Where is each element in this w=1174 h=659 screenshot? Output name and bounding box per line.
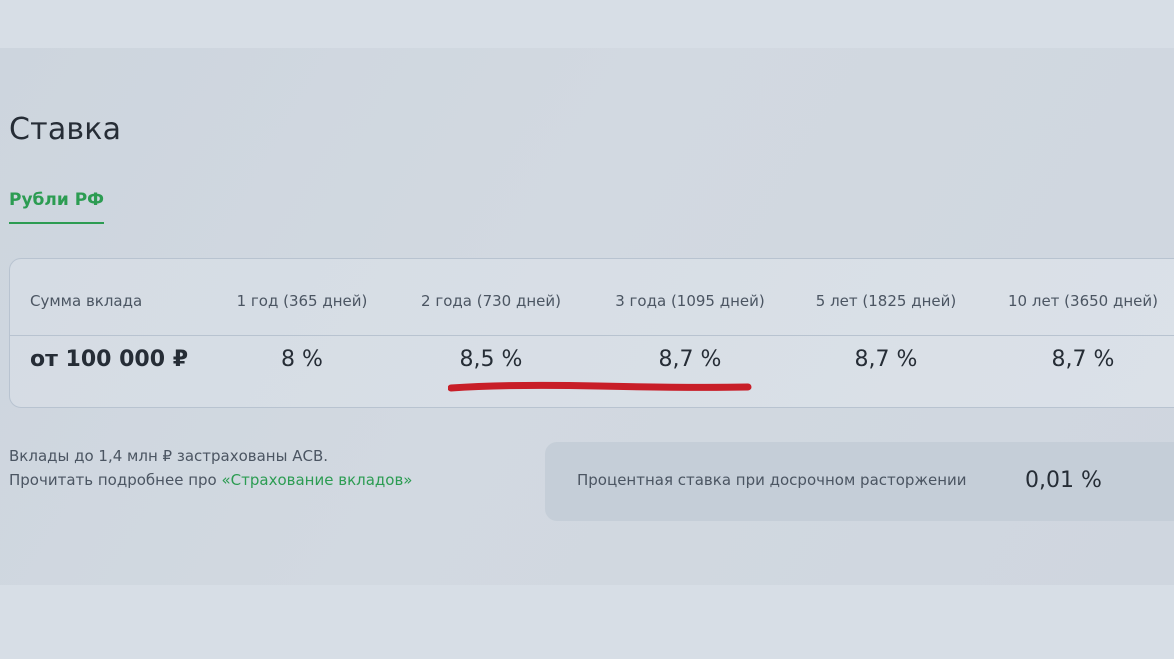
insurance-note: Вклады до 1,4 млн ₽ застрахованы АСВ. Пр…: [9, 444, 412, 492]
early-termination-label: Процентная ставка при досрочном расторже…: [577, 471, 967, 489]
tab-rubles[interactable]: Рубли РФ: [9, 190, 105, 224]
table-header-row: [10, 259, 1174, 336]
cell-rate-3-years: 8,7 %: [658, 347, 722, 372]
early-termination-rate: 0,01 %: [1025, 468, 1102, 493]
cell-rate-5-years: 8,7 %: [854, 347, 918, 372]
header-5-years: 5 лет (1825 дней): [815, 292, 957, 310]
deposit-insurance-link[interactable]: «Страхование вкладов»: [221, 471, 413, 489]
cell-rate-1-year: 8 %: [281, 347, 323, 372]
header-2-years: 2 года (730 дней): [421, 292, 561, 310]
header-deposit-amount: Сумма вклада: [30, 292, 143, 310]
header-1-year: 1 год (365 дней): [236, 292, 368, 310]
rates-table: Сумма вклада 1 год (365 дней) 2 года (73…: [9, 258, 1174, 408]
insurance-note-link-line: Прочитать подробнее про «Страхование вкл…: [9, 468, 412, 492]
red-underline-annotation: [448, 381, 752, 392]
header-10-years: 10 лет (3650 дней): [1008, 292, 1158, 310]
header-3-years: 3 года (1095 дней): [615, 292, 765, 310]
insurance-note-line: Вклады до 1,4 млн ₽ застрахованы АСВ.: [9, 447, 329, 465]
page-title: Ставка: [9, 112, 122, 147]
insurance-note-prefix: Прочитать подробнее про: [9, 471, 222, 489]
cell-deposit-amount: от 100 000 ₽: [30, 347, 188, 372]
early-termination-box: Процентная ставка при досрочном расторже…: [545, 442, 1174, 521]
cell-rate-10-years: 8,7 %: [1051, 347, 1115, 372]
cell-rate-2-years: 8,5 %: [459, 347, 523, 372]
